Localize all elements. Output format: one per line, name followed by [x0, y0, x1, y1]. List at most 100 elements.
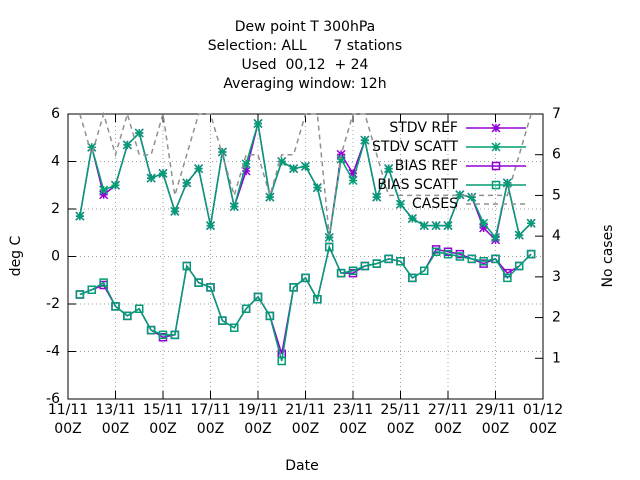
- series-line: [79, 111, 532, 237]
- point: [443, 221, 453, 231]
- point: [241, 304, 251, 313]
- point: [229, 202, 239, 212]
- series-line: [79, 244, 532, 355]
- point: [408, 273, 417, 283]
- point: [395, 199, 406, 209]
- point: [265, 311, 275, 321]
- y-tick-label: 2: [51, 201, 60, 217]
- x-tick-label: 17/11 00Z: [190, 402, 231, 437]
- point: [217, 147, 227, 157]
- legend-label: STDV SCATT: [372, 139, 458, 155]
- point: [277, 156, 287, 167]
- point: [372, 259, 381, 268]
- series-line: [79, 244, 532, 362]
- point: [348, 266, 358, 275]
- point: [479, 257, 488, 266]
- point: [99, 190, 109, 200]
- point: [135, 304, 144, 313]
- point: [324, 232, 334, 243]
- point: [491, 123, 501, 133]
- point: [277, 356, 286, 366]
- point: [443, 249, 453, 259]
- point: [431, 247, 441, 256]
- point: [289, 164, 299, 174]
- point: [502, 178, 512, 188]
- y2-tick-label: 2: [552, 310, 561, 326]
- point: [87, 142, 97, 152]
- point: [122, 140, 132, 150]
- x-tick-label: 27/11 00Z: [427, 402, 469, 437]
- point: [479, 218, 489, 228]
- x-axis-label: Date: [285, 458, 318, 474]
- point: [348, 168, 358, 178]
- point: [218, 316, 227, 325]
- series-line: [79, 123, 532, 240]
- y2-tick-label: 6: [552, 147, 561, 163]
- x-tick-label: 29/11 00Z: [475, 402, 516, 437]
- point: [230, 323, 239, 332]
- point: [491, 142, 501, 152]
- point: [407, 213, 417, 224]
- point: [503, 273, 512, 283]
- point: [467, 254, 476, 264]
- y-tick-label: -6: [46, 391, 60, 407]
- point: [206, 283, 215, 292]
- y2-tick-label: 5: [552, 187, 561, 203]
- point: [134, 128, 144, 138]
- y-tick-label: 6: [51, 106, 60, 122]
- legend-label: BIAS REF: [395, 158, 458, 174]
- point: [384, 164, 394, 174]
- x-tick-label: 23/11 00Z: [332, 402, 374, 437]
- point: [455, 252, 465, 261]
- point: [99, 278, 108, 287]
- point: [360, 135, 370, 145]
- point: [253, 292, 263, 302]
- point: [99, 185, 109, 195]
- point: [111, 302, 120, 311]
- y-tick-label: -2: [46, 296, 60, 312]
- y2-axis-label: No cases: [600, 225, 616, 288]
- x-tick-label: 13/11 00Z: [95, 402, 136, 437]
- title-line: Dew point T 300hPa: [235, 19, 375, 35]
- point: [123, 311, 132, 321]
- point: [467, 192, 477, 202]
- title-line: Used 00,12 + 24: [242, 57, 369, 73]
- legend-label: STDV REF: [389, 120, 458, 136]
- x-tick-label: 21/11 00Z: [285, 402, 326, 437]
- point: [515, 261, 524, 271]
- point: [325, 242, 334, 252]
- x-tick-label: 01/12 00Z: [522, 402, 564, 437]
- point: [87, 285, 96, 294]
- legend-label: BIAS SCATT: [377, 177, 458, 193]
- point: [170, 330, 180, 340]
- point: [479, 223, 489, 233]
- point: [360, 261, 370, 271]
- y-axis-label: deg C: [8, 235, 24, 276]
- point: [75, 290, 85, 299]
- point: [182, 178, 192, 188]
- point: [312, 183, 322, 193]
- y-tick-label: 0: [51, 249, 60, 265]
- point: [146, 173, 156, 183]
- title-line: Selection: ALL 7 stations: [208, 38, 402, 54]
- point: [384, 254, 393, 264]
- point: [491, 180, 501, 190]
- point: [110, 180, 121, 190]
- point: [526, 249, 536, 259]
- point: [75, 211, 85, 221]
- point: [491, 161, 501, 171]
- point: [313, 295, 322, 304]
- point: [396, 257, 405, 266]
- y-tick-label: -4: [46, 344, 60, 360]
- point: [205, 221, 216, 231]
- point: [348, 175, 358, 186]
- point: [253, 118, 263, 129]
- point: [265, 192, 275, 202]
- point: [301, 273, 310, 283]
- y2-tick-label: 1: [552, 350, 561, 366]
- point: [194, 278, 203, 287]
- point: [146, 325, 156, 335]
- title-line: Averaging window: 12h: [223, 76, 386, 92]
- y2-tick-label: 4: [552, 228, 561, 244]
